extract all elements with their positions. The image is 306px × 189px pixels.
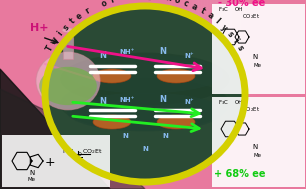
Ellipse shape [67, 93, 223, 131]
Text: f: f [110, 0, 116, 5]
Text: Me: Me [253, 63, 261, 68]
Text: w: w [49, 35, 60, 46]
Text: Me: Me [253, 153, 261, 158]
Bar [192, 0, 222, 94]
Bar [219, 0, 249, 94]
Ellipse shape [67, 55, 223, 93]
Bar [186, 0, 216, 94]
Text: N: N [99, 51, 106, 60]
Text: H+: H+ [30, 23, 48, 33]
Text: y: y [219, 22, 229, 32]
Bar [222, 0, 252, 94]
Ellipse shape [93, 69, 131, 83]
Polygon shape [0, 89, 145, 189]
Text: N: N [99, 98, 106, 106]
Bar [189, 0, 219, 94]
Text: N: N [29, 170, 35, 176]
Bar [198, 0, 228, 94]
FancyBboxPatch shape [212, 4, 305, 94]
Text: g: g [147, 0, 153, 1]
Bar [195, 0, 225, 94]
Text: N: N [122, 133, 128, 139]
Bar [210, 0, 240, 94]
Ellipse shape [62, 28, 74, 33]
Text: N: N [142, 146, 148, 152]
Text: $\rm F_3C$: $\rm F_3C$ [218, 5, 229, 14]
Text: a: a [206, 11, 215, 21]
Text: N: N [159, 47, 166, 57]
Text: t: t [68, 17, 77, 26]
Text: N: N [162, 133, 168, 139]
Text: s: s [235, 44, 245, 52]
Ellipse shape [60, 78, 230, 130]
Bar [171, 0, 201, 94]
Ellipse shape [60, 53, 230, 105]
Text: r: r [138, 0, 142, 1]
Text: c: c [182, 0, 190, 8]
Bar [168, 0, 198, 94]
Bar [63, 37, 73, 59]
Bar [204, 0, 234, 94]
Ellipse shape [93, 115, 131, 129]
Text: r: r [84, 6, 91, 16]
Text: N: N [252, 54, 257, 60]
Bar [207, 0, 237, 94]
Text: $\rm \frac{O}{\|}$: $\rm \frac{O}{\|}$ [77, 150, 83, 166]
Text: i: i [231, 37, 240, 44]
Bar [216, 0, 246, 94]
FancyBboxPatch shape [2, 135, 110, 187]
Text: NH⁺: NH⁺ [119, 49, 135, 55]
Text: o: o [100, 0, 108, 9]
Text: - 30% ee: - 30% ee [218, 0, 265, 8]
FancyBboxPatch shape [212, 97, 305, 187]
Text: T: T [44, 43, 55, 53]
Ellipse shape [36, 52, 100, 110]
Text: o: o [173, 0, 181, 5]
Text: N⁺: N⁺ [184, 53, 194, 59]
Bar [177, 0, 207, 94]
Text: NH⁺: NH⁺ [119, 97, 135, 103]
Text: +: + [45, 156, 55, 170]
Ellipse shape [157, 69, 195, 83]
Text: N: N [159, 95, 166, 105]
Bar [225, 0, 255, 94]
Text: OH: OH [235, 7, 243, 12]
Bar [201, 0, 231, 94]
Text: O: O [127, 0, 135, 2]
Text: $\rm CO_2Et$: $\rm CO_2Et$ [242, 105, 260, 114]
Text: a: a [190, 2, 199, 12]
Text: i: i [55, 30, 64, 38]
Bar [180, 0, 210, 94]
Text: $\rm CO_2Et$: $\rm CO_2Et$ [242, 12, 260, 21]
Ellipse shape [39, 67, 97, 105]
Text: s: s [225, 29, 235, 38]
Text: $\rm CO_2Et$: $\rm CO_2Et$ [82, 147, 103, 156]
Text: t: t [199, 6, 207, 16]
Text: $\rm F_3C$: $\rm F_3C$ [218, 98, 229, 107]
Text: l: l [214, 17, 222, 26]
Text: N: N [252, 144, 257, 150]
Polygon shape [0, 69, 110, 189]
Text: + 68% ee: + 68% ee [214, 169, 266, 179]
Text: n: n [165, 0, 172, 3]
Ellipse shape [45, 6, 245, 182]
Bar [183, 0, 213, 94]
Text: Me: Me [28, 177, 36, 182]
Text: e: e [75, 11, 84, 21]
Text: s: s [61, 23, 71, 32]
Bar [174, 0, 204, 94]
Text: N⁺: N⁺ [184, 99, 194, 105]
Text: OH: OH [235, 100, 243, 105]
Bar [213, 0, 243, 94]
Ellipse shape [157, 115, 195, 129]
Text: $\rm F_3C$: $\rm F_3C$ [62, 147, 75, 156]
Text: a: a [156, 0, 162, 2]
